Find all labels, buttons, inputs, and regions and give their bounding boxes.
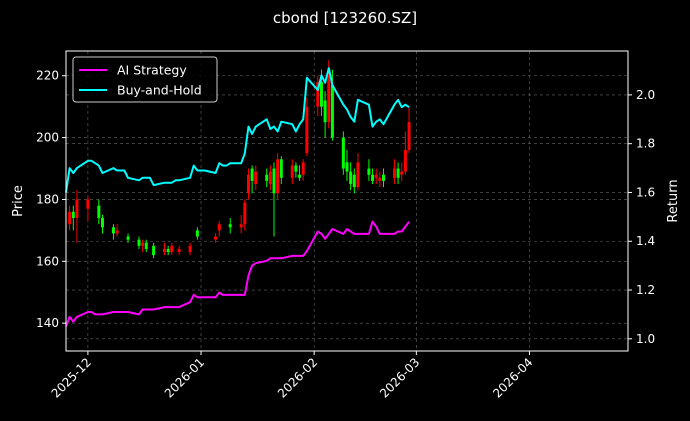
y-tick-label-price: 200	[36, 131, 59, 145]
y-tick-label-return: 2.0	[636, 88, 655, 102]
candle-body	[177, 248, 181, 253]
legend-entry-label: AI Strategy	[117, 63, 187, 78]
candle-body	[265, 174, 269, 181]
y-tick-label-price: 220	[36, 69, 59, 83]
candle-body	[392, 168, 396, 178]
candle-body	[188, 245, 192, 253]
candle-body	[279, 159, 283, 178]
legend: AI Strategy Buy-and-Hold	[72, 56, 218, 103]
candle-body	[272, 168, 276, 194]
candle-body	[144, 242, 148, 249]
candle-body	[163, 248, 167, 253]
candle-body	[305, 106, 309, 154]
candle-body	[396, 168, 400, 178]
candle-body	[367, 168, 371, 175]
candle-body	[68, 211, 72, 225]
candle-body	[214, 236, 218, 240]
candle-body	[407, 122, 411, 150]
grid	[66, 51, 628, 351]
candle-body	[301, 162, 305, 175]
ai-strategy-line	[65, 220, 410, 327]
price-candles	[68, 60, 411, 259]
chart-title: cbond [123260.SZ]	[273, 9, 417, 27]
candle-body	[290, 165, 294, 178]
candle-body	[400, 171, 404, 175]
y-tick-label-return: 1.4	[636, 234, 655, 248]
candle-body	[250, 168, 254, 181]
candle-body	[86, 199, 90, 209]
y-tick-label-return: 1.2	[636, 283, 655, 297]
candle-body	[403, 149, 407, 172]
candle-body	[246, 174, 250, 194]
candle-body	[341, 137, 345, 169]
y-tick-label-price: 180	[36, 192, 59, 206]
candle-body	[115, 230, 119, 234]
candle-body	[152, 245, 156, 256]
candle-body	[243, 202, 247, 225]
candle-body	[356, 162, 360, 188]
y-tick-label-price: 140	[36, 316, 59, 330]
candle-body	[323, 100, 327, 123]
candle-body	[298, 174, 302, 178]
candle-body	[349, 171, 353, 184]
candle-body	[345, 162, 349, 172]
y-axis-label-return: Return	[666, 179, 681, 222]
buy-and-hold-line	[65, 67, 410, 193]
candle-body	[217, 224, 221, 231]
candle-body	[195, 230, 199, 237]
candle-body	[381, 174, 385, 181]
candle-body	[71, 211, 75, 219]
candle-body	[228, 224, 232, 228]
candle-body	[166, 248, 170, 253]
candle-body	[239, 224, 243, 228]
candle-body	[126, 236, 130, 240]
candle-body	[268, 171, 272, 184]
candle-body	[327, 75, 331, 123]
candle-body	[170, 245, 174, 253]
candle-body	[374, 174, 378, 178]
candle-body	[371, 174, 375, 181]
candle-body	[254, 171, 258, 184]
candle-body	[97, 205, 101, 219]
candle-body	[294, 165, 298, 172]
candle-body	[378, 177, 382, 181]
plot-frame	[65, 50, 629, 352]
candle-body	[316, 81, 320, 107]
y-tick-label-return: 1.8	[636, 137, 655, 151]
candle-body	[75, 199, 79, 219]
candle-body	[100, 218, 104, 228]
candle-body	[276, 159, 280, 194]
return-lines	[65, 67, 410, 327]
candle-body	[137, 239, 141, 246]
y-tick-label-return: 1.6	[636, 185, 655, 199]
y-tick-label-price: 160	[36, 254, 59, 268]
candle-body	[141, 242, 145, 246]
legend-entry-label: Buy-and-Hold	[117, 83, 202, 98]
candle-body	[319, 81, 323, 107]
candle-body	[330, 85, 334, 138]
legend-box	[72, 56, 218, 103]
candle-body	[352, 174, 356, 188]
candle-body	[111, 227, 115, 234]
y-tick-label-return: 1.0	[636, 332, 655, 346]
y-axis-label-price: Price	[11, 185, 26, 217]
